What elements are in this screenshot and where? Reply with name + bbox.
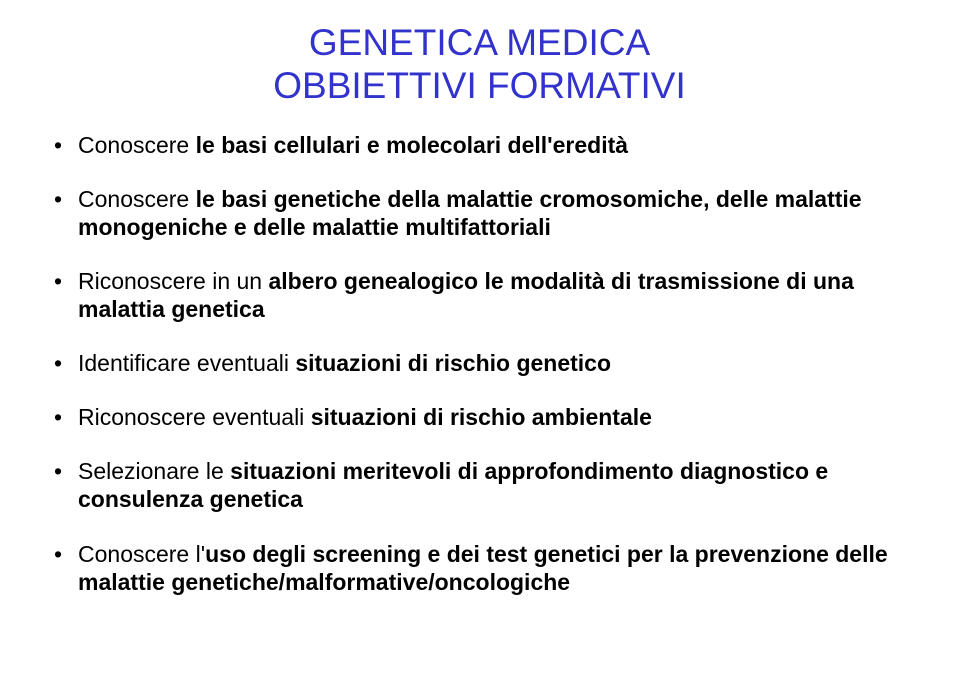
bullet-list: Conoscere le basi cellulari e molecolari… (50, 131, 909, 596)
bullet-prefix: Riconoscere in un (78, 268, 269, 294)
bullet-item: Selezionare le situazioni meritevoli di … (50, 457, 909, 513)
bullet-prefix: Conoscere (78, 186, 196, 212)
slide: GENETICA MEDICA OBBIETTIVI FORMATIVI Con… (0, 0, 959, 697)
bullet-bold: le basi genetiche della malattie cromoso… (78, 186, 862, 240)
bullet-prefix: Conoscere (78, 132, 196, 158)
bullet-prefix: Identificare eventuali (78, 350, 295, 376)
bullet-item: Riconoscere eventuali situazioni di risc… (50, 403, 909, 431)
bullet-item: Conoscere l'uso degli screening e dei te… (50, 540, 909, 596)
bullet-bold: le basi cellulari e molecolari dell'ered… (196, 132, 628, 158)
bullet-prefix: Riconoscere eventuali (78, 404, 311, 430)
title-line-2: OBBIETTIVI FORMATIVI (50, 65, 909, 108)
bullet-bold: situazioni di rischio genetico (295, 350, 611, 376)
bullet-item: Identificare eventuali situazioni di ris… (50, 349, 909, 377)
title-line-1: GENETICA MEDICA (50, 22, 909, 65)
bullet-prefix: Selezionare le (78, 458, 230, 484)
bullet-item: Conoscere le basi genetiche della malatt… (50, 185, 909, 241)
bullet-prefix: Conoscere l' (78, 541, 205, 567)
title-block: GENETICA MEDICA OBBIETTIVI FORMATIVI (50, 22, 909, 107)
bullet-bold: situazioni di rischio ambientale (311, 404, 652, 430)
bullet-item: Conoscere le basi cellulari e molecolari… (50, 131, 909, 159)
bullet-item: Riconoscere in un albero genealogico le … (50, 267, 909, 323)
